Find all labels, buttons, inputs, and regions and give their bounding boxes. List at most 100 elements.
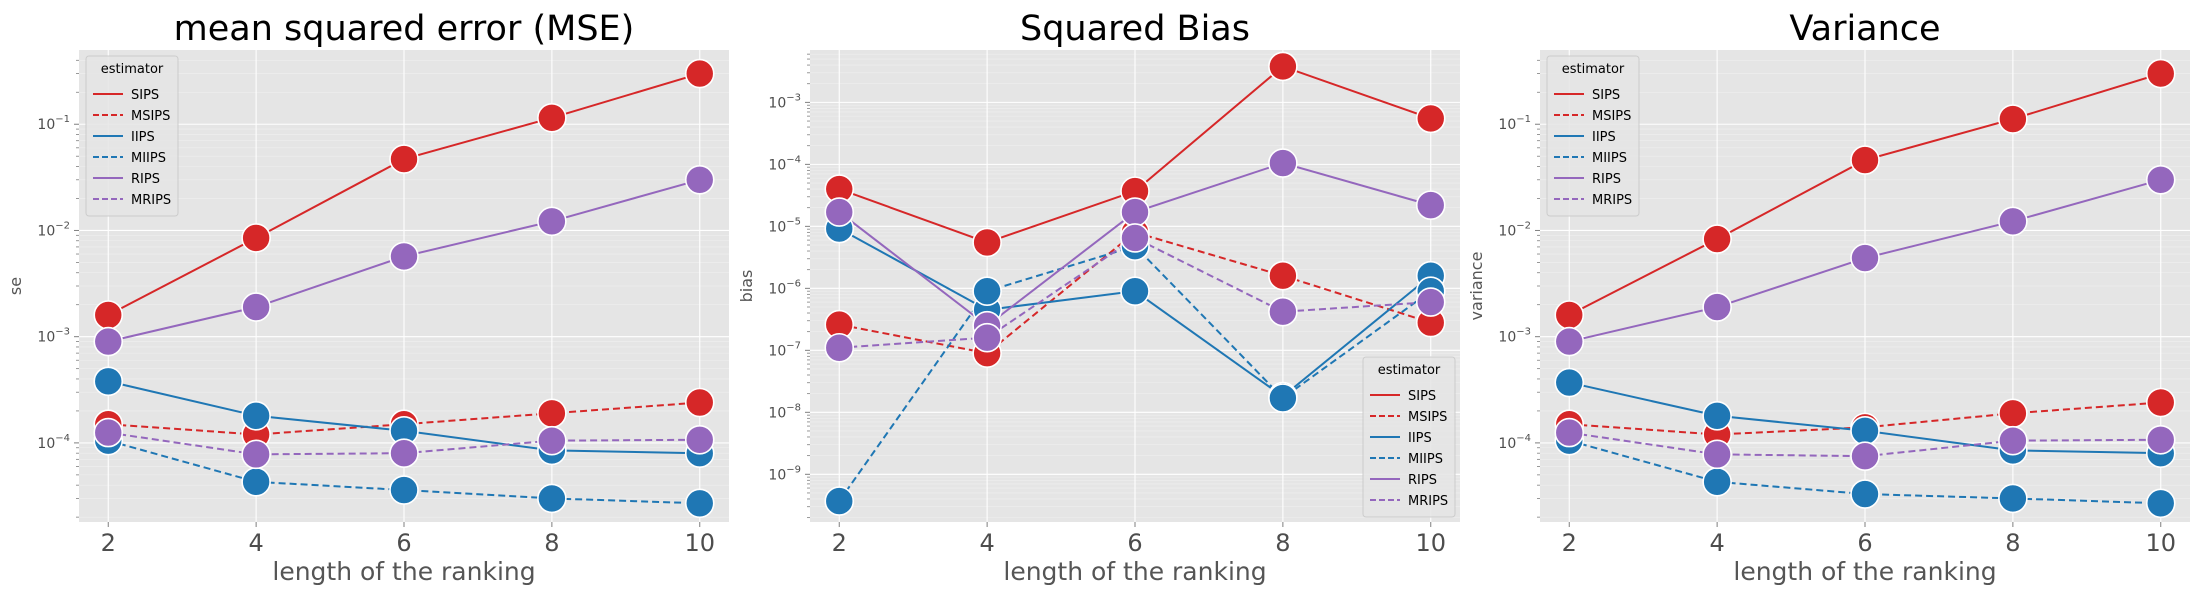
y-tick-label: 10−3 xyxy=(768,92,801,111)
data-point-mrips xyxy=(1554,417,1585,448)
x-tick-label: 4 xyxy=(248,529,263,557)
data-point-sips xyxy=(1268,51,1298,82)
data-point-sips xyxy=(1850,145,1880,175)
y-axis-label: variance xyxy=(1467,252,1486,321)
data-point-miips xyxy=(824,486,855,516)
legend-label-miips: MIIPS xyxy=(1592,151,1627,166)
data-point-mrips xyxy=(1702,439,1732,470)
data-point-mrips xyxy=(1120,223,1150,253)
x-tick-label: 10 xyxy=(684,529,715,557)
chart-title: mean squared error (MSE) xyxy=(174,9,635,49)
data-point-rips xyxy=(824,197,855,227)
data-point-msips xyxy=(1268,260,1298,291)
data-point-sips xyxy=(537,102,567,133)
data-point-mrips xyxy=(241,439,271,470)
legend-label-sips: SIPS xyxy=(131,88,159,103)
data-point-miips xyxy=(1850,479,1880,509)
data-point-miips xyxy=(2145,488,2176,519)
legend-title: estimator xyxy=(101,62,164,77)
legend-label-miips: MIIPS xyxy=(131,151,166,166)
legend-box xyxy=(1546,55,1640,217)
chart-panel-3: 10−4 10−3 10−2 10−1 2 4 6 8 10 Variance length of … xyxy=(1467,9,2190,586)
data-point-rips xyxy=(1268,148,1298,178)
x-tick-label: 10 xyxy=(2145,529,2176,557)
legend-label-msips: MSIPS xyxy=(1408,410,1447,425)
x-tick-label: 6 xyxy=(1127,529,1142,557)
data-point-rips xyxy=(1850,243,1880,273)
data-point-sips xyxy=(93,300,124,330)
x-tick-label: 2 xyxy=(832,529,847,557)
data-point-mrips xyxy=(1850,441,1880,471)
data-point-rips xyxy=(684,164,715,195)
data-point-iips xyxy=(1702,400,1732,431)
data-point-rips xyxy=(241,292,271,322)
data-point-rips xyxy=(2145,164,2176,195)
x-tick-label: 6 xyxy=(396,529,411,557)
chart-title: Variance xyxy=(1789,9,1940,49)
data-point-sips xyxy=(389,144,419,174)
data-point-rips xyxy=(1554,326,1585,357)
y-axis-label: bias xyxy=(737,270,756,303)
x-tick-label: 8 xyxy=(544,529,559,557)
data-point-msips xyxy=(1998,398,2028,429)
y-tick-label: 10−1 xyxy=(1498,114,1531,133)
legend-label-msips: MSIPS xyxy=(131,109,170,124)
legend-label-sips: SIPS xyxy=(1408,389,1436,404)
legend-label-iips: IIPS xyxy=(1408,431,1432,446)
data-point-iips xyxy=(241,400,271,431)
legend-label-rips: RIPS xyxy=(131,172,160,187)
data-point-iips xyxy=(93,366,124,397)
chart-panel-2: 10−9 10−8 10−7 10−6 10−5 10−4 10−3 2 4 6 8 10 Square… xyxy=(737,9,1460,586)
x-tick-label: 2 xyxy=(1562,529,1577,557)
data-point-sips xyxy=(1998,104,2028,134)
data-point-rips xyxy=(1998,206,2028,237)
data-point-mrips xyxy=(1268,296,1298,327)
legend-box xyxy=(85,55,179,217)
y-tick-label: 10−5 xyxy=(768,216,801,235)
data-point-mrips xyxy=(537,425,567,456)
y-tick-label: 10−3 xyxy=(37,327,70,346)
data-point-sips xyxy=(241,223,271,253)
legend: estimator SIPS MSIPS IIPS MIIPS RIPS MRIPS xyxy=(1362,356,1456,518)
data-point-mrips xyxy=(389,438,419,468)
data-point-mrips xyxy=(1998,425,2028,456)
data-point-iips xyxy=(1120,276,1150,306)
legend-label-iips: IIPS xyxy=(131,130,155,145)
data-point-mrips xyxy=(1415,287,1446,317)
data-point-miips xyxy=(537,483,567,514)
y-tick-label: 10−2 xyxy=(1498,220,1531,239)
data-point-iips xyxy=(1850,415,1880,446)
data-point-miips xyxy=(1702,467,1732,497)
x-tick-label: 4 xyxy=(1709,529,1724,557)
data-point-rips xyxy=(389,241,419,272)
legend-label-mrips: MRIPS xyxy=(1592,193,1632,208)
data-point-miips xyxy=(389,475,419,505)
series-markers xyxy=(1554,58,2176,519)
legend-box xyxy=(1362,356,1456,518)
legend-label-mrips: MRIPS xyxy=(131,193,171,208)
x-tick-label: 2 xyxy=(101,529,116,557)
y-axis-label: se xyxy=(6,277,25,295)
data-point-miips xyxy=(1998,483,2028,514)
data-point-mrips xyxy=(684,424,715,455)
x-tick-label: 4 xyxy=(979,529,994,557)
data-point-rips xyxy=(93,326,124,357)
data-point-rips xyxy=(1415,190,1446,220)
data-point-msips xyxy=(684,387,715,418)
legend: estimator SIPS MSIPS IIPS MIIPS RIPS MRIPS xyxy=(85,55,179,217)
y-tick-label: 10−2 xyxy=(37,220,70,239)
chart-panel-1: 10−4 10−3 10−2 10−1 2 4 6 8 10 mean squared error… xyxy=(6,9,729,586)
legend-label-rips: RIPS xyxy=(1408,473,1437,488)
series-markers xyxy=(824,51,1446,516)
legend-label-msips: MSIPS xyxy=(1592,109,1631,124)
data-point-miips xyxy=(972,276,1002,306)
y-tick-label: 10−8 xyxy=(768,402,801,421)
x-tick-label: 10 xyxy=(1415,529,1446,557)
y-tick-label: 10−7 xyxy=(768,340,801,359)
y-tick-label: 10−4 xyxy=(1498,433,1531,452)
x-axis-label: length of the ranking xyxy=(1733,557,1996,586)
legend-label-miips: MIIPS xyxy=(1408,452,1443,467)
data-point-mrips xyxy=(824,332,855,363)
